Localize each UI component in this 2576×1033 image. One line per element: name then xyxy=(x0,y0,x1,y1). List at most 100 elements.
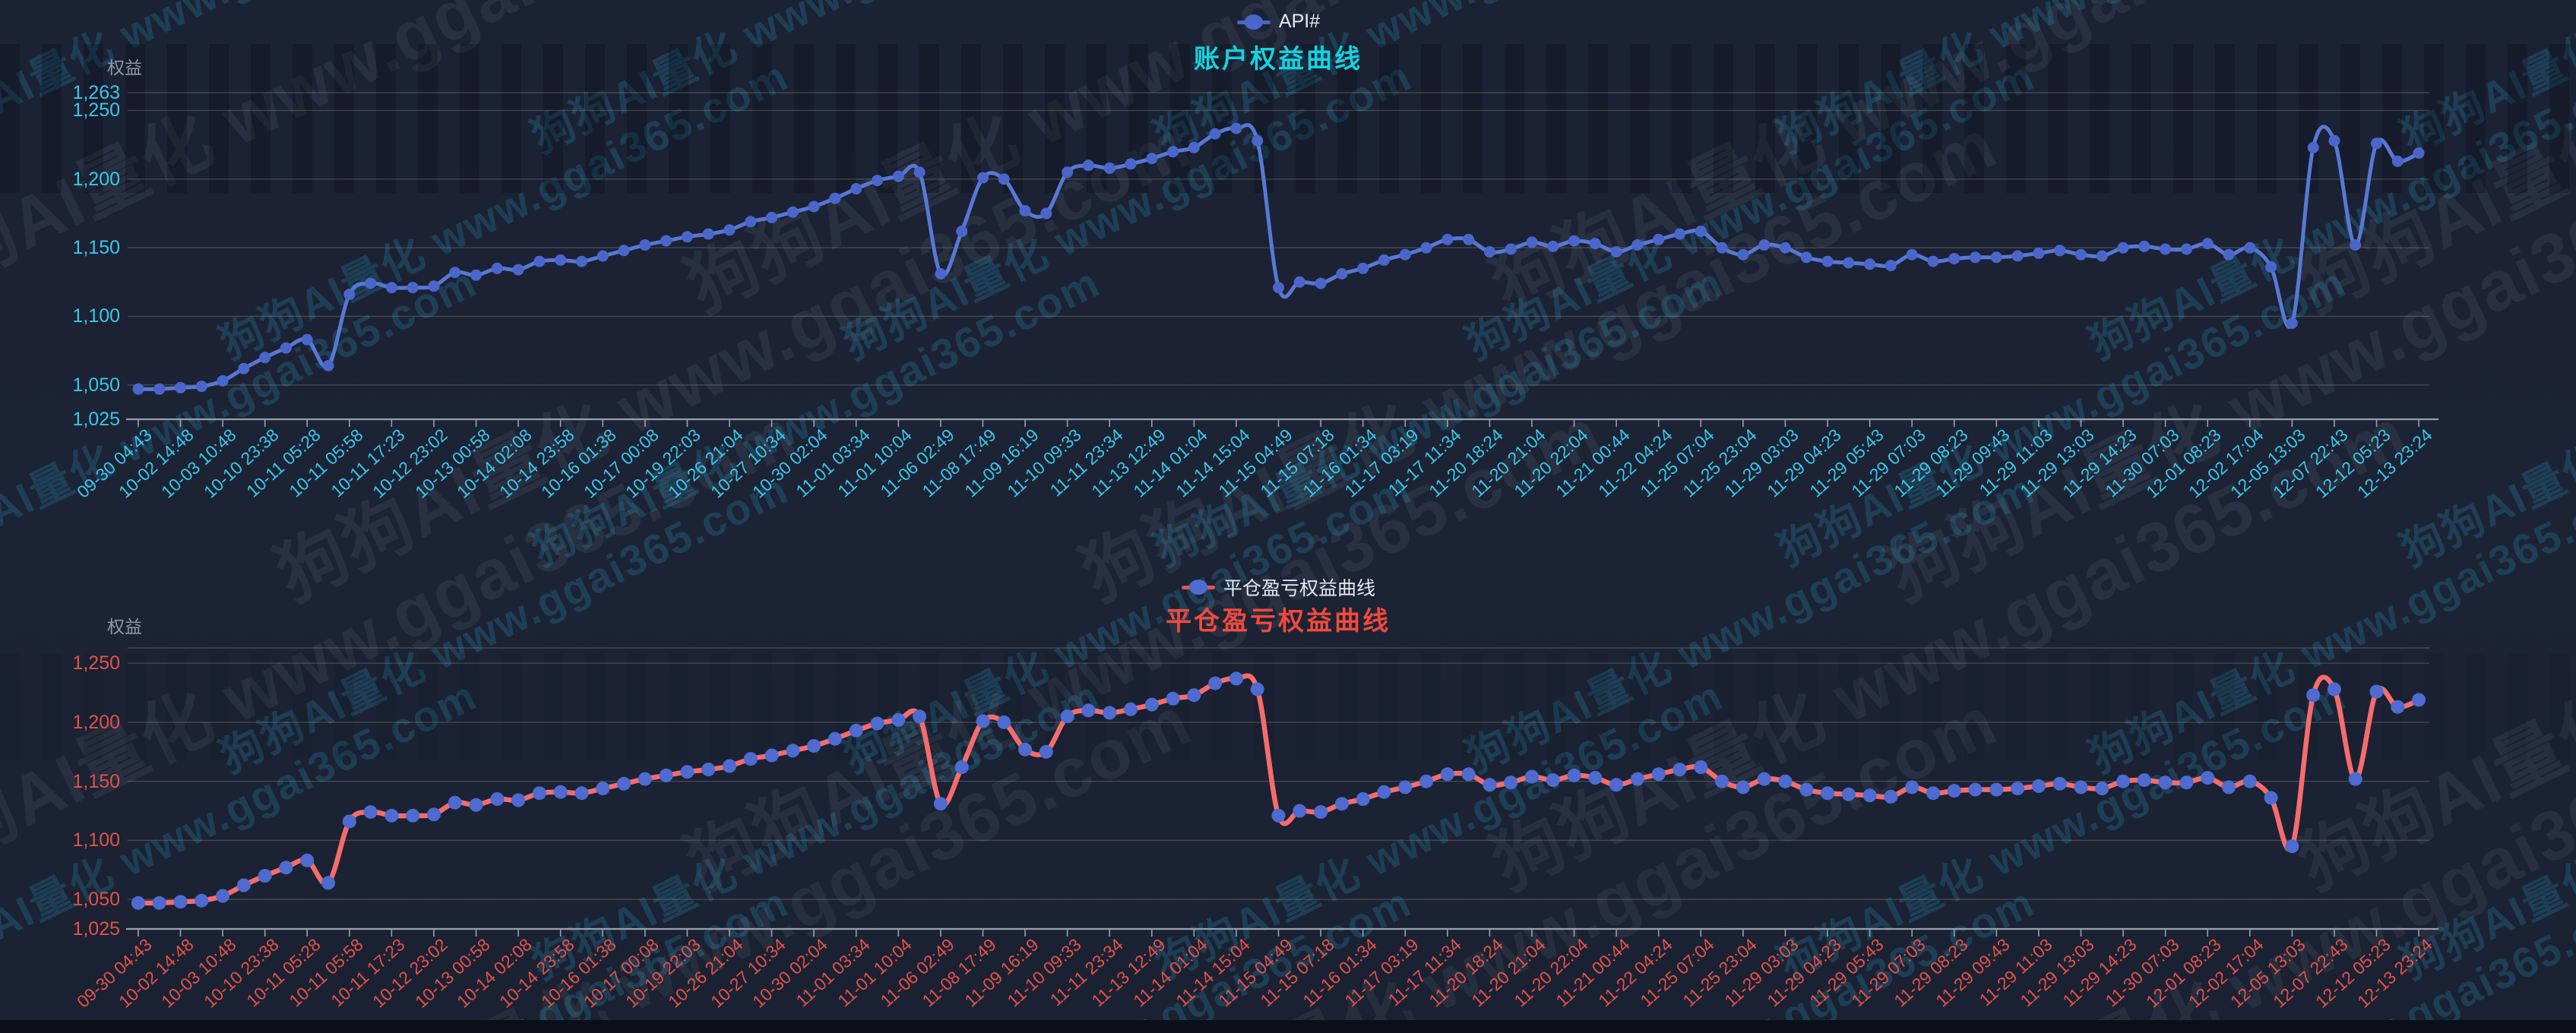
data-point xyxy=(300,853,315,867)
data-point xyxy=(2179,776,2194,790)
series-line-account xyxy=(136,123,2421,391)
data-point xyxy=(1188,141,1200,153)
data-point xyxy=(2371,137,2382,150)
data-point xyxy=(2328,134,2340,147)
data-point xyxy=(2031,779,2046,793)
data-point xyxy=(553,785,568,799)
data-point xyxy=(1589,238,1601,250)
data-point xyxy=(216,889,230,903)
data-point xyxy=(1357,262,1369,274)
data-point xyxy=(363,805,378,820)
data-point xyxy=(2117,242,2129,254)
data-point xyxy=(469,798,483,812)
data-point xyxy=(385,282,397,294)
data-point xyxy=(1271,808,1286,823)
data-point xyxy=(1293,276,1305,288)
data-point xyxy=(1398,780,1413,794)
data-point xyxy=(2412,693,2426,707)
data-point xyxy=(1060,709,1074,724)
y-tick-label: 1,025 xyxy=(72,918,120,940)
y-tick-label: 1,150 xyxy=(72,237,120,259)
data-point xyxy=(2350,239,2362,251)
data-point xyxy=(1124,702,1138,716)
data-point xyxy=(448,795,462,810)
y-axis-title-account: 权益 xyxy=(107,58,142,77)
bottom-edge-bar xyxy=(0,1020,2576,1033)
legend-line-dot-icon xyxy=(1236,14,1271,30)
data-point xyxy=(574,786,589,801)
data-point xyxy=(1062,166,1074,178)
data-point xyxy=(2054,245,2066,257)
data-point xyxy=(680,765,695,779)
data-point xyxy=(2348,772,2362,786)
data-point xyxy=(2327,682,2341,697)
data-point xyxy=(1229,671,1243,686)
data-point xyxy=(1103,706,1117,720)
data-point xyxy=(1505,243,1517,255)
data-point xyxy=(2137,773,2151,788)
data-point xyxy=(2075,248,2087,261)
data-point xyxy=(152,896,166,910)
legend-account-equity[interactable]: API# xyxy=(1236,11,1320,33)
data-point xyxy=(933,797,948,811)
data-point xyxy=(385,808,399,823)
data-point xyxy=(2369,684,2384,699)
data-point xyxy=(195,893,209,908)
data-point xyxy=(1947,784,1961,798)
data-point xyxy=(2413,147,2425,159)
data-point xyxy=(870,716,885,731)
data-point xyxy=(1039,744,1053,759)
data-point xyxy=(596,782,610,795)
data-point xyxy=(808,201,820,213)
y-tick-label: 1,100 xyxy=(72,305,120,327)
data-point xyxy=(280,342,292,354)
data-point xyxy=(1927,255,1939,267)
data-point xyxy=(1885,260,1897,272)
data-point xyxy=(935,268,947,280)
data-point xyxy=(786,744,800,758)
data-point xyxy=(850,183,862,194)
data-point xyxy=(2180,243,2192,255)
data-point xyxy=(238,362,250,374)
data-point xyxy=(1989,782,2004,797)
data-point xyxy=(1694,760,1708,774)
legend-closed-pnl-equity[interactable]: 平仓盈亏权益曲线 xyxy=(1181,573,1375,601)
data-point xyxy=(1525,769,1539,784)
data-point xyxy=(2201,771,2215,785)
data-point xyxy=(512,264,524,276)
data-point xyxy=(1209,128,1221,140)
data-point xyxy=(1336,268,1348,280)
data-point xyxy=(1187,688,1201,703)
y-tick-label: 1,250 xyxy=(72,100,120,122)
data-point xyxy=(1461,767,1476,782)
data-point xyxy=(1800,251,1812,264)
data-point xyxy=(977,172,989,184)
chart-title-account-equity: 账户权益曲线 xyxy=(1194,45,1362,74)
data-point xyxy=(1293,804,1307,818)
data-point xyxy=(638,772,652,786)
data-point xyxy=(1273,282,1284,294)
data-point xyxy=(2011,250,2024,262)
data-point xyxy=(1483,778,1497,792)
data-point xyxy=(997,715,1011,729)
data-point xyxy=(2265,261,2277,273)
data-point xyxy=(617,776,631,791)
data-point xyxy=(766,211,778,223)
data-point xyxy=(407,282,419,294)
data-point xyxy=(258,869,272,883)
legend-label: API# xyxy=(1278,11,1321,32)
data-point xyxy=(1630,772,1644,786)
data-point xyxy=(321,876,335,890)
data-point xyxy=(555,254,567,266)
data-point xyxy=(1884,789,1898,804)
data-point xyxy=(828,731,842,746)
data-point xyxy=(1082,160,1094,172)
data-point xyxy=(1695,226,1707,237)
data-point xyxy=(195,381,207,393)
data-point xyxy=(449,267,461,279)
data-point xyxy=(1166,691,1180,706)
data-point xyxy=(365,277,377,289)
data-point xyxy=(1610,246,1622,258)
data-point xyxy=(1926,786,1940,801)
